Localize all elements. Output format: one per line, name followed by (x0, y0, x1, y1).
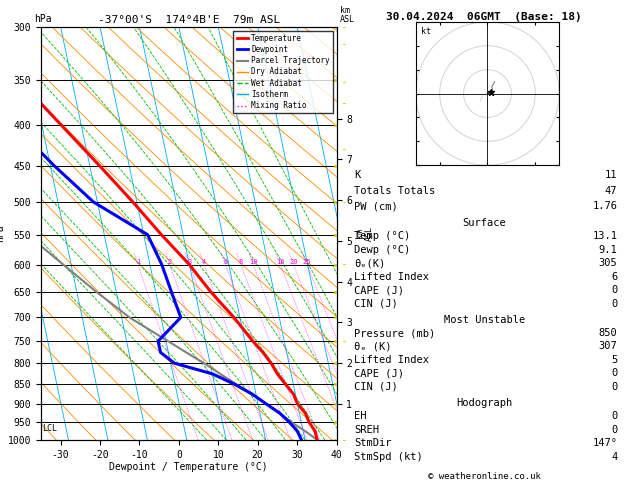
Text: Lifted Index: Lifted Index (354, 272, 429, 282)
Text: 1.76: 1.76 (593, 201, 617, 211)
Title: -37°00'S  174°4B'E  79m ASL: -37°00'S 174°4B'E 79m ASL (97, 15, 280, 25)
Text: θₑ (K): θₑ (K) (354, 342, 392, 351)
Text: Totals Totals: Totals Totals (354, 186, 435, 196)
Text: 0: 0 (611, 382, 617, 392)
Text: 25: 25 (303, 259, 311, 264)
Text: -: - (340, 197, 347, 207)
Text: -: - (340, 22, 347, 32)
Text: 30.04.2024  06GMT  (Base: 18): 30.04.2024 06GMT (Base: 18) (386, 12, 582, 22)
Text: Hodograph: Hodograph (456, 398, 513, 407)
Text: Most Unstable: Most Unstable (443, 315, 525, 325)
Text: 850: 850 (599, 328, 617, 338)
Text: 307: 307 (599, 342, 617, 351)
Text: -: - (340, 98, 347, 108)
Text: 3: 3 (187, 259, 192, 264)
Text: Surface: Surface (462, 218, 506, 227)
Text: Temp (°C): Temp (°C) (354, 231, 410, 241)
Text: 4: 4 (611, 452, 617, 462)
Text: 47: 47 (605, 186, 617, 196)
Text: 20: 20 (289, 259, 298, 264)
Text: 9.1: 9.1 (599, 245, 617, 255)
Text: © weatheronline.co.uk: © weatheronline.co.uk (428, 472, 541, 481)
Text: -: - (340, 77, 347, 87)
Text: 0: 0 (611, 299, 617, 309)
Text: 1: 1 (136, 259, 140, 264)
Text: hPa: hPa (35, 14, 52, 24)
Text: 6: 6 (223, 259, 228, 264)
Text: PW (cm): PW (cm) (354, 201, 398, 211)
Text: StmDir: StmDir (354, 438, 392, 448)
Text: 0: 0 (611, 411, 617, 421)
Text: CIN (J): CIN (J) (354, 382, 398, 392)
Text: 0: 0 (611, 368, 617, 378)
Text: StmSpd (kt): StmSpd (kt) (354, 452, 423, 462)
Text: CAPE (J): CAPE (J) (354, 368, 404, 378)
Text: 5: 5 (611, 355, 617, 365)
Text: 11: 11 (605, 170, 617, 180)
Text: -: - (340, 39, 347, 50)
Text: CIN (J): CIN (J) (354, 299, 398, 309)
Text: 305: 305 (599, 258, 617, 268)
Y-axis label: hPa: hPa (0, 225, 5, 242)
Text: Pressure (mb): Pressure (mb) (354, 328, 435, 338)
Text: Lifted Index: Lifted Index (354, 355, 429, 365)
Text: SREH: SREH (354, 425, 379, 434)
Text: km
ASL: km ASL (340, 6, 355, 24)
Text: 16: 16 (276, 259, 284, 264)
Text: 13.1: 13.1 (593, 231, 617, 241)
Text: 0: 0 (611, 425, 617, 434)
Text: -: - (340, 144, 347, 154)
X-axis label: Dewpoint / Temperature (°C): Dewpoint / Temperature (°C) (109, 462, 268, 472)
Text: 147°: 147° (593, 438, 617, 448)
Text: LCL: LCL (42, 424, 57, 433)
Text: 0: 0 (611, 285, 617, 295)
Text: CAPE (J): CAPE (J) (354, 285, 404, 295)
Text: K: K (354, 170, 360, 180)
Text: 6: 6 (611, 272, 617, 282)
Text: -: - (340, 435, 347, 445)
Text: 2: 2 (168, 259, 172, 264)
Y-axis label: km
ASL: km ASL (355, 226, 374, 241)
Text: 10: 10 (249, 259, 257, 264)
Text: -: - (340, 336, 347, 346)
Text: -: - (340, 260, 347, 270)
Legend: Temperature, Dewpoint, Parcel Trajectory, Dry Adiabat, Wet Adiabat, Isotherm, Mi: Temperature, Dewpoint, Parcel Trajectory… (233, 31, 333, 113)
Text: kt: kt (421, 27, 431, 36)
Text: EH: EH (354, 411, 367, 421)
Text: 4: 4 (202, 259, 206, 264)
Text: θₑ(K): θₑ(K) (354, 258, 386, 268)
Text: 8: 8 (239, 259, 243, 264)
Text: Dewp (°C): Dewp (°C) (354, 245, 410, 255)
